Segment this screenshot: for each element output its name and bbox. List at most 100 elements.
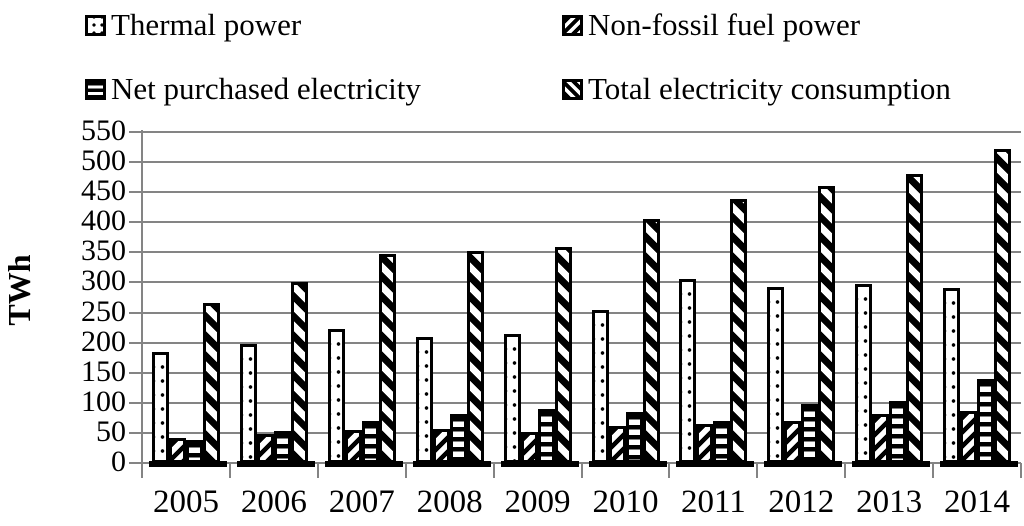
bar-total-electricity-consumption-2013 bbox=[906, 173, 924, 463]
y-axis-tick bbox=[129, 341, 142, 344]
bar-group-baseline-2012 bbox=[764, 461, 843, 467]
bar-thermal-power-2005 bbox=[152, 352, 169, 463]
x-axis-label-2008: 2008 bbox=[416, 484, 483, 520]
x-axis-tick bbox=[844, 463, 847, 478]
bar-group-baseline-2013 bbox=[852, 461, 931, 467]
y-axis-line bbox=[141, 130, 143, 478]
bar-non-fossil-fuel-power-2013 bbox=[872, 413, 890, 463]
y-axis-tick-label: 100 bbox=[81, 384, 126, 418]
x-axis-label-2010: 2010 bbox=[592, 484, 659, 520]
bar-total-electricity-consumption-2007 bbox=[378, 253, 396, 463]
x-axis-tick bbox=[580, 463, 583, 478]
y-axis-tick bbox=[129, 131, 142, 133]
y-axis-tick-label: 500 bbox=[81, 144, 126, 178]
gridline bbox=[142, 341, 1021, 344]
legend-label-non-fossil-fuel-power: Non-fossil fuel power bbox=[588, 7, 861, 42]
thermal-power-swatch-icon bbox=[85, 14, 106, 36]
bar-group-baseline-2009 bbox=[500, 461, 579, 467]
x-axis-label-2009: 2009 bbox=[504, 484, 571, 520]
x-axis-label-2006: 2006 bbox=[240, 484, 307, 520]
y-axis-tick bbox=[129, 281, 142, 284]
y-axis-tick bbox=[129, 221, 142, 224]
bar-net-purchased-electricity-2011 bbox=[713, 420, 731, 463]
bar-total-electricity-consumption-2009 bbox=[554, 246, 572, 463]
bar-non-fossil-fuel-power-2012 bbox=[784, 420, 802, 463]
total-electricity-consumption-swatch-icon bbox=[562, 78, 583, 100]
x-axis-label-2012: 2012 bbox=[768, 484, 835, 520]
bar-group-baseline-2014 bbox=[940, 461, 1019, 467]
gridline bbox=[142, 251, 1021, 254]
y-axis-tick bbox=[129, 161, 142, 164]
gridline bbox=[142, 131, 1021, 133]
non-fossil-fuel-power-swatch-icon bbox=[562, 14, 583, 36]
bar-group-baseline-2010 bbox=[588, 461, 667, 467]
bar-group-baseline-2007 bbox=[324, 461, 403, 467]
bar-net-purchased-electricity-2005 bbox=[186, 440, 203, 463]
bar-net-purchased-electricity-2013 bbox=[889, 401, 907, 463]
bar-non-fossil-fuel-power-2007 bbox=[344, 429, 362, 463]
bar-group-baseline-2011 bbox=[676, 461, 755, 467]
legend-item-total-electricity-consumption: Total electricity consumption bbox=[562, 72, 951, 106]
bar-total-electricity-consumption-2011 bbox=[730, 198, 748, 463]
y-axis-tick bbox=[129, 251, 142, 254]
gridline bbox=[142, 431, 1021, 434]
bar-total-electricity-consumption-2010 bbox=[642, 219, 660, 463]
x-axis-tick bbox=[756, 463, 759, 478]
bar-non-fossil-fuel-power-2006 bbox=[256, 434, 274, 463]
legend-item-non-fossil-fuel-power: Non-fossil fuel power bbox=[562, 8, 860, 42]
y-axis-tick-label: 150 bbox=[81, 354, 126, 388]
x-axis-tick bbox=[492, 463, 495, 478]
y-axis-tick-label: 450 bbox=[81, 174, 126, 208]
bar-total-electricity-consumption-2005 bbox=[203, 302, 220, 463]
y-axis-tick bbox=[129, 401, 142, 404]
bar-net-purchased-electricity-2012 bbox=[801, 404, 819, 463]
bar-non-fossil-fuel-power-2005 bbox=[169, 437, 186, 463]
x-axis-label-2007: 2007 bbox=[328, 484, 395, 520]
gridline bbox=[142, 221, 1021, 224]
gridline bbox=[142, 401, 1021, 404]
x-axis-tick bbox=[668, 463, 671, 478]
bar-net-purchased-electricity-2007 bbox=[361, 420, 379, 463]
legend-label-total-electricity-consumption: Total electricity consumption bbox=[588, 71, 951, 106]
bar-thermal-power-2011 bbox=[679, 279, 697, 463]
x-axis-label-2011: 2011 bbox=[680, 484, 746, 520]
bar-thermal-power-2009 bbox=[503, 334, 521, 463]
y-axis-tick-label: 400 bbox=[81, 204, 126, 238]
y-axis-tick-label: 550 bbox=[81, 114, 126, 147]
bar-total-electricity-consumption-2014 bbox=[994, 149, 1012, 463]
y-axis-tick-label: 350 bbox=[81, 234, 126, 268]
x-axis-tick bbox=[228, 463, 231, 478]
y-axis-tick bbox=[129, 371, 142, 374]
bar-non-fossil-fuel-power-2011 bbox=[696, 424, 714, 463]
bar-thermal-power-2007 bbox=[327, 329, 345, 463]
net-purchased-electricity-swatch-icon bbox=[85, 78, 106, 100]
x-axis-label-2005: 2005 bbox=[152, 484, 219, 520]
y-axis-tick-label: 200 bbox=[81, 324, 126, 358]
gridline bbox=[142, 191, 1021, 194]
x-axis-tick bbox=[316, 463, 319, 478]
bar-non-fossil-fuel-power-2014 bbox=[960, 410, 978, 463]
gridline bbox=[142, 371, 1021, 374]
y-axis-tick-label: 250 bbox=[81, 294, 126, 328]
gridline bbox=[142, 161, 1021, 164]
bar-thermal-power-2006 bbox=[239, 344, 257, 463]
y-axis-tick-label: 0 bbox=[111, 445, 126, 478]
bar-net-purchased-electricity-2006 bbox=[273, 431, 291, 463]
y-axis-tick bbox=[129, 431, 142, 434]
legend-label-net-purchased-electricity: Net purchased electricity bbox=[111, 71, 421, 106]
x-axis-tick bbox=[404, 463, 407, 478]
gridline bbox=[142, 281, 1021, 284]
bar-group-baseline-2006 bbox=[236, 461, 315, 467]
bar-thermal-power-2008 bbox=[415, 337, 433, 463]
bar-non-fossil-fuel-power-2010 bbox=[608, 425, 626, 463]
bar-group-baseline-2005 bbox=[149, 461, 227, 467]
legend-label-thermal-power: Thermal power bbox=[111, 7, 302, 42]
bar-thermal-power-2010 bbox=[591, 309, 609, 463]
bar-net-purchased-electricity-2014 bbox=[977, 378, 995, 463]
bar-thermal-power-2014 bbox=[943, 288, 961, 463]
bar-total-electricity-consumption-2008 bbox=[466, 251, 484, 463]
bar-net-purchased-electricity-2009 bbox=[537, 408, 555, 463]
x-axis-tick bbox=[932, 463, 935, 478]
y-axis-tick bbox=[129, 311, 142, 314]
